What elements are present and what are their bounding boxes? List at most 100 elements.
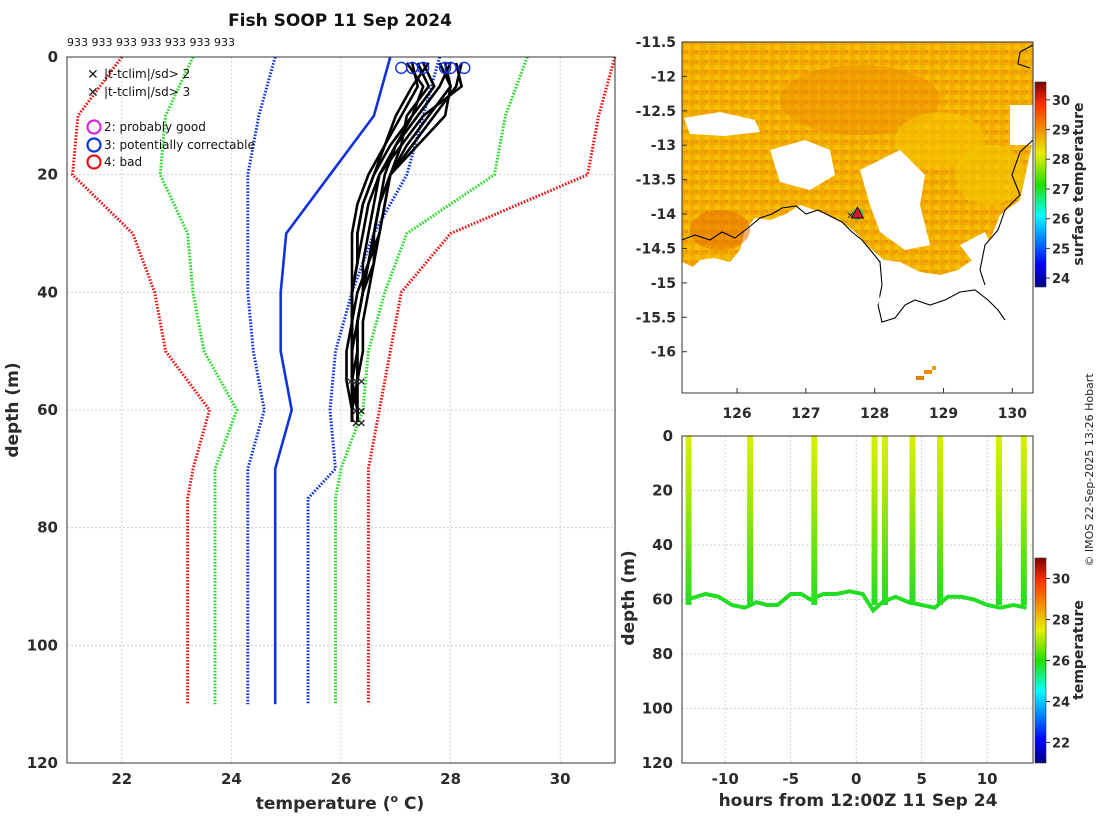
profile-x-tick-label: 26	[331, 770, 352, 788]
legend-label-flag3: 3: potentially correctable	[104, 138, 255, 152]
climatology-mean+2sd-line	[334, 56, 529, 705]
temperature-profile-line	[356, 62, 452, 422]
sd2-flag-marker: ✕	[351, 376, 360, 389]
sst-pixel	[916, 376, 924, 380]
profile-xlabel-degree: o	[391, 792, 399, 805]
time-colorbar-tick-label: 30	[1052, 573, 1070, 588]
legend-label-flag2: 2: probably good	[104, 120, 206, 134]
profile-x-tick-label: 22	[111, 770, 132, 788]
legend-label-flag4: 4: bad	[104, 155, 142, 169]
profile-xlabel-unit: C)	[398, 794, 424, 814]
sd2-flag-marker: ✕	[357, 417, 366, 430]
cloud-gap	[1010, 105, 1033, 145]
profile-x-axis-label: temperature (o C)	[256, 792, 425, 814]
legend-entry-flag4: 4: bad	[86, 154, 142, 170]
coastline-path	[682, 205, 1006, 323]
temperature-profiles	[345, 62, 464, 422]
profile-x-tick-label: 30	[550, 770, 571, 788]
profile-title: Fish SOOP 11 Sep 2024	[228, 11, 452, 31]
sd2-flag-marker: ✕	[351, 405, 360, 418]
time-x-axis-label: hours from 12:00Z 11 Sep 24	[719, 791, 998, 811]
cast-profile-bar	[937, 436, 944, 605]
sd2-flag-marker: ✕	[357, 376, 366, 389]
coastline-path-northeast	[1017, 44, 1033, 69]
sd2-flag-marker: ✕	[351, 405, 360, 418]
cast-profile-bar	[1020, 436, 1027, 605]
sd2-flag-marker: ✕	[357, 405, 366, 418]
climatology-mean-line	[273, 56, 392, 705]
time-y-tick-label: 20	[652, 482, 673, 500]
time-colorbar-tick-label: 24	[1052, 696, 1070, 711]
cast-profile-bar	[882, 436, 889, 605]
climatology-mean-2sd-line	[158, 56, 239, 705]
warm-patch	[690, 210, 750, 250]
map-x-tick-label: 130	[998, 406, 1027, 422]
flag3-circle-marker	[458, 61, 471, 75]
profile-x-tick-label: 24	[221, 770, 242, 788]
sd2-flag-marker: ✕	[351, 376, 360, 389]
time-colorbar-tick-label: 22	[1052, 737, 1070, 752]
ship-position-flag: ✕	[846, 211, 854, 222]
bottom-trace	[685, 589, 1027, 614]
sd2-flag-marker: ✕	[351, 417, 360, 430]
coastline-path-east	[979, 139, 1033, 286]
legend-marker-x-red: ✕	[87, 85, 99, 101]
profile-count-labels: 933 933 933 933 933 933 933	[67, 36, 235, 49]
sst-coloured-field	[682, 42, 1033, 275]
legend-entry-flag2: 2: probably good	[86, 119, 206, 135]
sd2-flag-marker: ✕	[357, 376, 366, 389]
legend-marker-x-green: ✕	[87, 67, 99, 83]
time-y-tick-label: 0	[663, 427, 673, 445]
sd2-flag-marker: ✕	[357, 417, 366, 430]
time-y-axis-label: depth (m)	[619, 550, 639, 645]
map-colorbar-ticks: 24 25 26 27 28 29 30	[1046, 94, 1070, 287]
sst-map-panel: ✕ 126 127 128 129 130 -11.5 -12 -12.5 -13 -13.5 -1…	[636, 35, 1087, 422]
map-y-tick-label: -14	[651, 207, 677, 223]
sd2-flag-marker: ✕	[357, 405, 366, 418]
legend-entry-sd2: ✕ |t-tclim|/sd> 2	[87, 67, 190, 83]
sd2-flag-marker: ✕	[351, 405, 360, 418]
map-colorbar	[1034, 81, 1047, 288]
map-x-tick-label: 129	[929, 406, 958, 422]
sd2-flag-marker: ✕	[351, 376, 360, 389]
climatology-mean-1sd-line	[246, 56, 277, 705]
map-colorbar-label: surface temperature	[1071, 102, 1087, 265]
cast-profile-bar	[995, 436, 1002, 605]
sst-map-field: ✕	[682, 42, 1033, 393]
map-colorbar-tick-label: 29	[1052, 124, 1070, 139]
sd2-flag-marker: ✕	[357, 417, 366, 430]
legend-entry-flag3: 3: potentially correctable	[86, 137, 255, 153]
time-y-tick-label: 60	[652, 591, 673, 609]
legend-label-sd3: |t-tclim|/sd> 3	[104, 85, 190, 99]
map-colorbar-tick-label: 28	[1052, 153, 1070, 168]
map-x-tick-label: 128	[860, 406, 889, 422]
map-frame	[681, 41, 1034, 394]
time-colorbar-label: temperature	[1071, 600, 1087, 700]
map-y-tick-label: -12	[651, 69, 676, 85]
time-colorbar-tick-label: 28	[1052, 614, 1070, 629]
map-colorbar-tick-label: 25	[1052, 242, 1070, 257]
map-colorbar-tick-label: 30	[1052, 94, 1070, 109]
map-y-tick-label: -13	[651, 138, 676, 154]
ship-track-marker: ✕	[846, 206, 865, 222]
map-y-tick-label: -13.5	[636, 173, 676, 189]
land-mask	[682, 240, 1033, 393]
sd2-flag-marker: ✕	[351, 376, 360, 389]
map-y-tick-label: -15.5	[636, 310, 676, 326]
profile-y-tick-label: 100	[27, 636, 58, 654]
cloud-gap	[770, 140, 835, 190]
time-colorbar-ticks: 22 24 26 28 30	[1046, 573, 1070, 752]
map-y-tick-label: -11.5	[636, 35, 676, 51]
imos-side-label: © IMOS 22-Sep-2025 13:26 Hobart	[1083, 373, 1096, 567]
legend-marker-circle-magenta	[86, 119, 102, 135]
temperature-profile-line	[350, 62, 463, 422]
sd2-flag-marker: ✕	[351, 405, 360, 418]
cool-patch	[895, 112, 985, 168]
sd2-flag-marker: ✕	[351, 417, 360, 430]
time-x-tick-label: -10	[712, 770, 739, 788]
sd2-flag-marker: ✕	[357, 376, 366, 389]
time-axes-frame	[681, 435, 1034, 764]
profile-y-tick-label: 120	[27, 754, 58, 772]
